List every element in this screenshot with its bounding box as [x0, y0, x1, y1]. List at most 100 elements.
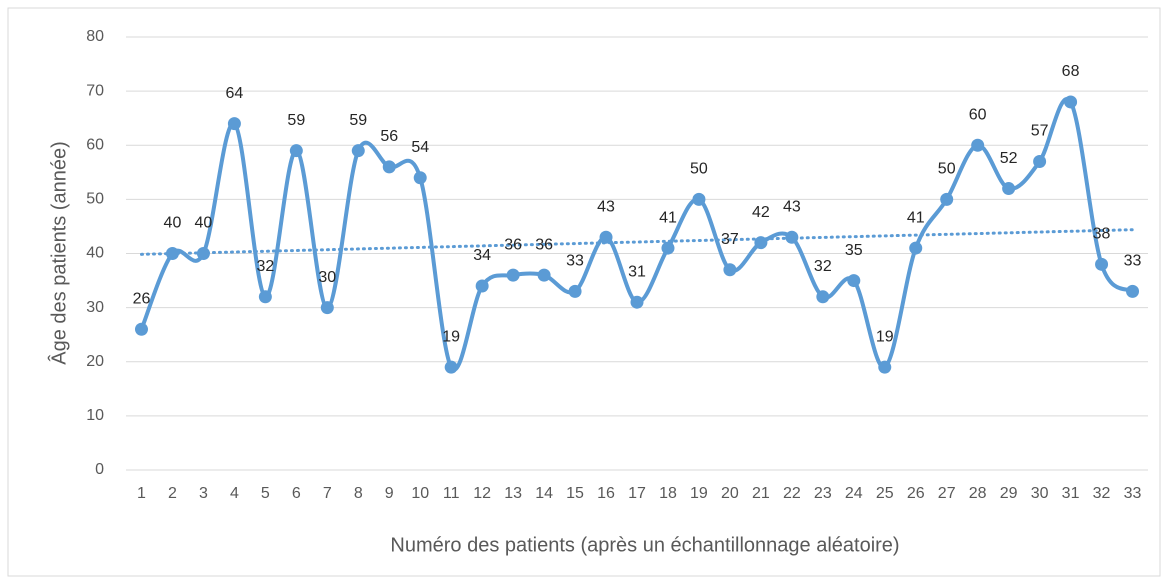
data-label: 54 — [411, 139, 429, 156]
x-tick-label: 33 — [1124, 485, 1142, 502]
x-tick-label: 11 — [443, 485, 460, 502]
data-label: 64 — [225, 85, 243, 102]
marker — [661, 241, 675, 255]
data-label: 30 — [318, 269, 336, 286]
x-tick-label: 30 — [1031, 485, 1049, 502]
chart-border — [7, 7, 1161, 577]
x-tick-label: 13 — [504, 485, 522, 502]
marker — [878, 360, 892, 374]
marker — [351, 144, 365, 158]
data-label: 19 — [442, 328, 460, 345]
x-tick-label: 2 — [168, 485, 177, 502]
data-label: 59 — [287, 112, 305, 129]
data-label: 43 — [597, 198, 615, 215]
marker — [1064, 95, 1078, 109]
data-label: 32 — [256, 258, 274, 275]
marker — [258, 290, 272, 304]
x-tick-label: 23 — [814, 485, 832, 502]
marker — [196, 247, 210, 260]
data-label: 36 — [504, 236, 522, 253]
data-label: 43 — [783, 198, 801, 215]
y-tick-label: 20 — [86, 353, 104, 370]
marker — [382, 160, 396, 174]
data-label: 37 — [721, 231, 739, 248]
marker — [754, 236, 768, 250]
marker — [692, 192, 706, 206]
data-label: 41 — [659, 209, 677, 226]
x-tick-label: 26 — [907, 485, 925, 502]
data-label: 56 — [380, 128, 398, 145]
marker — [630, 295, 644, 309]
y-tick-label: 50 — [86, 191, 104, 208]
x-tick-label: 17 — [628, 485, 646, 502]
data-label: 34 — [473, 247, 491, 264]
x-tick-label: 19 — [690, 485, 708, 502]
x-tick-label: 16 — [597, 485, 615, 502]
data-label: 36 — [535, 236, 553, 253]
x-tick-label: 4 — [230, 485, 239, 502]
data-label: 52 — [1000, 150, 1018, 167]
data-label: 60 — [969, 106, 987, 123]
data-label: 57 — [1031, 123, 1049, 140]
data-label: 59 — [349, 112, 367, 129]
data-label: 26 — [133, 290, 151, 307]
y-tick-label: 0 — [95, 461, 104, 478]
x-tick-label: 22 — [783, 485, 801, 502]
data-label: 40 — [164, 215, 182, 232]
data-label: 50 — [938, 161, 956, 178]
data-label: 68 — [1062, 63, 1080, 80]
x-tick-label: 9 — [385, 485, 394, 502]
marker — [785, 230, 799, 244]
data-label: 32 — [814, 258, 832, 275]
x-tick-label: 5 — [261, 485, 270, 502]
marker — [1002, 182, 1016, 196]
y-tick-label: 60 — [86, 136, 104, 153]
marker — [506, 268, 520, 282]
marker — [816, 290, 830, 304]
marker — [940, 192, 954, 206]
x-tick-label: 27 — [938, 485, 956, 502]
marker — [909, 241, 923, 255]
x-tick-label: 32 — [1093, 485, 1111, 502]
marker — [413, 171, 427, 185]
marker — [568, 284, 582, 298]
marker — [444, 360, 458, 374]
data-label: 19 — [876, 328, 894, 345]
data-label: 31 — [628, 263, 646, 280]
marker — [165, 247, 179, 260]
data-label: 40 — [195, 215, 213, 232]
marker — [847, 274, 861, 288]
y-tick-label: 80 — [86, 28, 104, 45]
x-axis-title: Numéro des patients (après un échantillo… — [390, 534, 899, 556]
data-label: 35 — [845, 242, 863, 259]
y-tick-label: 30 — [86, 299, 104, 316]
x-tick-label: 18 — [659, 485, 677, 502]
y-tick-label: 70 — [86, 82, 104, 99]
marker — [1033, 154, 1047, 168]
x-tick-label: 6 — [292, 485, 301, 502]
data-label: 41 — [907, 209, 925, 226]
data-label: 38 — [1093, 226, 1111, 243]
data-label: 50 — [690, 161, 708, 178]
x-tick-label: 12 — [473, 485, 491, 502]
x-tick-label: 1 — [137, 485, 146, 502]
marker — [1095, 257, 1109, 271]
y-tick-label: 10 — [86, 407, 104, 424]
marker — [320, 301, 334, 315]
x-tick-label: 8 — [354, 485, 363, 502]
marker — [475, 279, 489, 293]
marker — [289, 144, 303, 158]
marker — [971, 138, 985, 152]
y-axis-title: Âge des patients (année) — [47, 141, 70, 365]
marker — [599, 230, 613, 244]
x-tick-label: 14 — [535, 485, 553, 502]
x-tick-label: 24 — [845, 485, 863, 502]
marker — [537, 268, 551, 282]
marker — [1126, 284, 1140, 298]
x-tick-label: 10 — [411, 485, 429, 502]
x-tick-label: 28 — [969, 485, 987, 502]
x-tick-label: 29 — [1000, 485, 1018, 502]
data-label: 33 — [1124, 253, 1142, 270]
data-label: 42 — [752, 204, 770, 221]
marker — [723, 263, 737, 277]
